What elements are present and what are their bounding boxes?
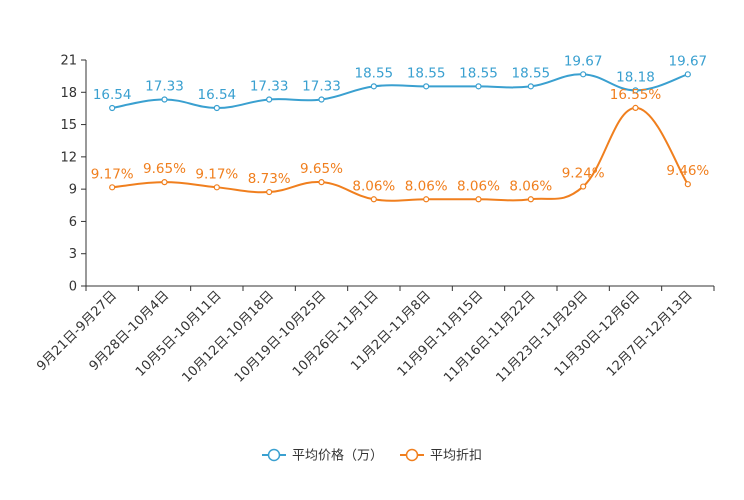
y-tick-label: 6 bbox=[69, 215, 77, 230]
price-data-label: 19.67 bbox=[564, 53, 603, 69]
price-data-point bbox=[266, 96, 273, 103]
price-data-label: 16.54 bbox=[198, 87, 237, 103]
y-tick-label: 21 bbox=[60, 54, 77, 69]
discount-data-label: 9.65% bbox=[300, 161, 343, 177]
price-data-point bbox=[423, 83, 430, 90]
price-data-point bbox=[632, 87, 639, 94]
discount-data-label: 8.06% bbox=[405, 178, 448, 194]
discount-data-label: 8.06% bbox=[457, 178, 500, 194]
legend-item-discount[interactable]: 平均折扣 bbox=[400, 449, 482, 464]
discount-data-point bbox=[266, 188, 273, 196]
price-data-label: 17.33 bbox=[250, 78, 289, 94]
legend-label: 平均折扣 bbox=[430, 449, 482, 464]
price-data-label: 19.67 bbox=[669, 53, 708, 69]
price-data-label: 18.55 bbox=[512, 65, 551, 81]
price-data-point bbox=[370, 83, 377, 90]
price-data-point bbox=[161, 96, 168, 103]
price-data-point bbox=[580, 71, 587, 78]
price-data-point bbox=[109, 104, 116, 112]
y-tick-label: 9 bbox=[69, 183, 77, 198]
y-tick-label: 18 bbox=[60, 86, 77, 101]
price-data-label: 18.55 bbox=[355, 65, 394, 81]
price-data-label: 18.55 bbox=[459, 65, 498, 81]
price-data-label: 16.54 bbox=[93, 87, 132, 103]
discount-data-label: 8.06% bbox=[509, 178, 552, 194]
x-tick-label: 10月19日-10月25日 bbox=[232, 288, 329, 385]
discount-data-label: 9.17% bbox=[91, 166, 134, 182]
discount-data-point bbox=[684, 181, 691, 188]
discount-data-point bbox=[580, 183, 587, 190]
legend-circle-icon bbox=[405, 448, 419, 462]
discount-data-point bbox=[161, 179, 168, 186]
discount-data-label: 9.46% bbox=[666, 163, 709, 179]
x-tick-label: 11月23日-11月29日 bbox=[494, 288, 591, 385]
y-tick-label: 0 bbox=[69, 280, 77, 295]
price-data-label: 17.33 bbox=[145, 78, 184, 94]
y-tick-label: 12 bbox=[60, 150, 77, 165]
price-data-point bbox=[527, 83, 534, 90]
legend-circle-icon bbox=[267, 448, 281, 462]
discount-data-point bbox=[213, 184, 220, 191]
price-data-label: 18.55 bbox=[407, 65, 446, 81]
discount-data-label: 8.73% bbox=[248, 171, 291, 187]
legend-label: 平均价格（万） bbox=[292, 448, 383, 464]
discount-data-label: 16.55% bbox=[610, 87, 662, 103]
discount-data-point bbox=[475, 196, 482, 203]
price-data-point bbox=[684, 71, 691, 78]
discount-series-line bbox=[112, 106, 689, 202]
price-data-label: 17.33 bbox=[302, 78, 341, 94]
discount-data-point bbox=[370, 196, 377, 203]
discount-data-point bbox=[527, 196, 534, 203]
y-tick-label: 15 bbox=[60, 118, 77, 133]
discount-data-label: 9.17% bbox=[195, 166, 238, 182]
price-data-point bbox=[475, 83, 482, 90]
discount-data-point bbox=[632, 104, 639, 111]
y-tick-label: 3 bbox=[69, 247, 77, 262]
price-series-line bbox=[112, 73, 689, 109]
price-data-point bbox=[318, 96, 325, 103]
discount-data-point bbox=[318, 179, 325, 186]
discount-data-label: 9.65% bbox=[143, 161, 186, 177]
discount-data-label: 9.24% bbox=[562, 166, 605, 182]
legend-item-price[interactable]: 平均价格（万） bbox=[262, 448, 383, 464]
x-tick-label: 11月16日-11月22日 bbox=[441, 288, 538, 385]
price-data-point bbox=[213, 104, 220, 112]
x-tick-label: 10月12日-10月18日 bbox=[180, 288, 277, 385]
discount-data-label: 8.06% bbox=[352, 178, 395, 194]
discount-data-point bbox=[423, 196, 430, 203]
price-data-label: 18.18 bbox=[616, 69, 655, 85]
discount-data-point bbox=[109, 184, 116, 191]
